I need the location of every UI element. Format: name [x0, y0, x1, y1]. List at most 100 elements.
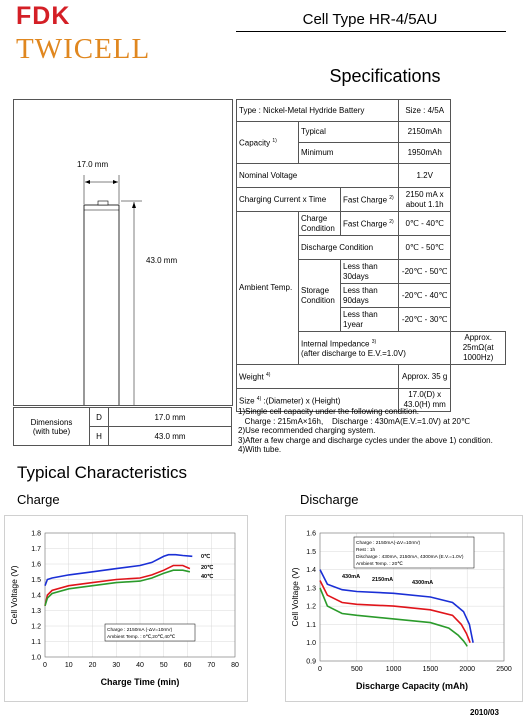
footnote: 2)Use recommended charging system. — [238, 426, 376, 435]
dimension-key: D — [89, 407, 109, 427]
x-tick-label: 500 — [351, 666, 363, 673]
y-tick-label: 1.6 — [31, 562, 41, 569]
table-row: Charging Current x Time Fast Charge 2) 2… — [236, 187, 506, 212]
condition-box — [353, 536, 475, 569]
discharge-chart: 0.9 1.0 1.1 1.2 1.3 1.4 1.5 1.6 0 500 1000 1500 2000… — [290, 531, 512, 692]
discharge-chart-panel: 0.9 1.0 1.1 1.2 1.3 1.4 1.5 1.6 0 500 1000 1500 2000… — [285, 515, 523, 702]
storage-period-line: Less than — [343, 261, 378, 271]
table-row: Minimum 1950mAh — [237, 142, 506, 164]
footnote-ref: 1) — [272, 138, 277, 145]
minimum-label: Minimum — [298, 142, 399, 164]
table-row: Ambient Temp. Charge Condition Fast Charg… — [236, 211, 506, 365]
y-tick-label: 1.5 — [31, 577, 41, 584]
width-label: 17.0 mm — [77, 160, 108, 169]
dimensions-label: Dimensions — [30, 417, 73, 427]
size-dim-value: 17.0(D) x 43.0(H) mm — [397, 388, 452, 412]
footnotes: 1)Single cell capacity under the followi… — [238, 407, 518, 455]
typical-label: Typical — [298, 121, 399, 143]
battery-terminal — [97, 200, 109, 206]
storage-temp-value: -20℃ - 50℃ — [397, 259, 452, 284]
condition-text: Ambient Temp. : 0℃,20℃,40℃ — [107, 634, 176, 640]
y-tick-label: 1.2 — [31, 624, 41, 631]
series-line — [319, 569, 474, 643]
fast-charge-cell: Fast Charge 2) — [340, 211, 399, 236]
footnote-ref: 2) — [389, 219, 394, 226]
x-tick-label: 50 — [160, 662, 168, 669]
storage-period: Less than 1year — [340, 307, 399, 332]
typical-value: 2150mAh — [397, 121, 452, 143]
series-line — [44, 564, 191, 606]
x-axis-label: Charge Time (min) — [101, 677, 180, 687]
table-row: Dimensions (with tube) D 17.0 mm — [13, 407, 232, 446]
storage-period: Less than 90days — [340, 283, 399, 308]
ambient-temp-label: Ambient Temp. — [236, 211, 299, 365]
x-tick-label: 40 — [136, 662, 144, 669]
y-tick-label: 1.0 — [306, 640, 316, 647]
x-tick-label: 0 — [318, 666, 322, 673]
impedance-label: Internal Impedance — [301, 339, 370, 349]
charging-current-label: Charging Current x Time — [236, 187, 341, 212]
typical-characteristics-title: Typical Characteristics — [17, 463, 188, 482]
footnote: 4)With tube. — [238, 445, 282, 454]
size-dim-label: Size — [239, 396, 255, 406]
battery-body — [83, 204, 120, 426]
footnote-ref: 4) — [256, 395, 262, 402]
charging-current-value: 2150 mA x about 1.1h — [397, 187, 452, 212]
table-row: Less than 1year -20℃ - 30℃ — [237, 307, 506, 332]
storage-condition-label: Condition — [301, 295, 335, 305]
dimensions-label-cell: Dimensions (with tube) — [13, 407, 90, 446]
y-tick-label: 1.8 — [31, 531, 41, 538]
y-tick-label: 1.5 — [306, 549, 316, 556]
charge-chart: 1.0 1.1 1.2 1.3 1.4 1.5 1.6 1.7 1.8 0 10 20 30 40 50 60… — [9, 531, 239, 688]
plot-area — [44, 532, 236, 658]
type-cell: Type : Nickel-Metal Hydride Battery — [236, 99, 399, 122]
fast-charge-cell: Fast Charge 2) — [340, 187, 399, 212]
y-tick-label: 1.2 — [306, 604, 316, 611]
series-label: 40℃ — [201, 573, 214, 580]
series-label: 20℃ — [201, 564, 214, 571]
dimension-drawing: 17.0 mm 43.0 mm — [13, 99, 233, 426]
dimensions-sublabel: (with tube) — [32, 426, 71, 436]
y-tick-label: 1.3 — [306, 585, 316, 592]
footnote: 1)Single cell capacity under the followi… — [238, 407, 419, 416]
x-tick-label: 20 — [89, 662, 97, 669]
series-label: 2150mA — [372, 577, 393, 583]
storage-period-line: 30days — [343, 271, 369, 281]
discharge-condition-label: Discharge Condition — [298, 235, 399, 260]
footnote-ref: 2) — [389, 195, 394, 202]
size-cell: Size : 4/5A — [397, 99, 452, 122]
specifications-title: Specifications — [329, 66, 441, 86]
charge-chart-title: Charge — [17, 492, 60, 507]
x-tick-label: 1500 — [423, 666, 439, 673]
series-label: 4300mA — [412, 580, 433, 586]
footnote-ref: 4) — [266, 372, 271, 379]
fast-charge-label: Fast Charge — [343, 195, 388, 205]
x-axis-label: Discharge Capacity (mAh) — [356, 681, 468, 691]
impedance-cell: Internal Impedance 3) (after discharge to… — [297, 331, 452, 365]
x-tick-label: 2500 — [496, 666, 512, 673]
weight-label: Weight — [239, 372, 264, 382]
y-tick-label: 1.1 — [306, 622, 316, 629]
y-tick-label: 1.4 — [306, 567, 316, 574]
dimensions-table: Dimensions (with tube) D 17.0 mm H 43.0 … — [13, 407, 232, 446]
footnote-ref: 3) — [371, 338, 377, 345]
discharge-temp-value: 0℃ - 50℃ — [397, 235, 452, 260]
capacity-cell: Capacity 1) — [236, 121, 299, 164]
nominal-voltage-value: 1.2V — [397, 163, 452, 188]
condition-text: Charge : 2150mA(-ΔV=10mV) — [356, 540, 421, 546]
cell-type-title: Cell Type HR-4/5AU — [302, 11, 438, 28]
table-row: Less than 90days -20℃ - 40℃ — [237, 283, 506, 308]
table-row: Discharge Condition 0℃ - 50℃ — [237, 235, 506, 260]
y-axis-label: Cell Voltage (V) — [290, 567, 300, 626]
table-row: Size 4) :(Diameter) x (Height) 17.0(D) x… — [236, 388, 506, 412]
storage-condition-label: Storage — [301, 285, 330, 295]
discharge-chart-title: Discharge — [300, 492, 359, 507]
x-tick-label: 30 — [112, 662, 120, 669]
y-tick-label: 1.3 — [31, 608, 41, 615]
x-tick-label: 80 — [231, 662, 239, 669]
charge-chart-panel: 1.0 1.1 1.2 1.3 1.4 1.5 1.6 1.7 1.8 0 10 20 30 40 50 60… — [4, 515, 248, 702]
weight-cell: Weight 4) — [236, 364, 399, 389]
plot-area — [319, 532, 505, 662]
impedance-value: Approx. 25mΩ(at 1000Hz) — [450, 331, 506, 365]
fast-charge-temp-value: 0℃ - 40℃ — [397, 211, 452, 236]
